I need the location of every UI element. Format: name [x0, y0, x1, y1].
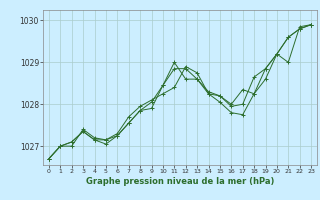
X-axis label: Graphe pression niveau de la mer (hPa): Graphe pression niveau de la mer (hPa) [86, 177, 274, 186]
